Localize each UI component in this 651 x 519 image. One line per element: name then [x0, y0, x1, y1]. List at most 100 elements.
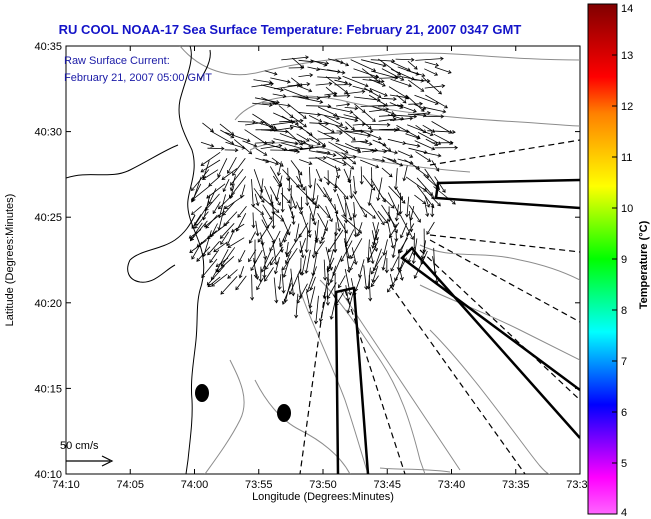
current-vector: [315, 295, 319, 324]
current-vector: [314, 230, 318, 243]
current-vector-head: [229, 195, 234, 200]
current-vector: [255, 141, 275, 144]
current-vector: [298, 85, 312, 92]
current-vector: [207, 276, 221, 288]
current-vector-head: [260, 199, 265, 203]
current-vector: [323, 132, 343, 134]
current-vector: [292, 211, 295, 225]
current-vector: [327, 106, 353, 113]
current-vector: [309, 213, 311, 233]
current-vector: [350, 59, 376, 72]
current-vector: [422, 240, 427, 259]
current-vector: [272, 175, 281, 187]
current-vector: [260, 145, 282, 149]
current-vector: [408, 147, 428, 154]
current-vector-head: [347, 178, 352, 183]
current-vector: [415, 124, 427, 133]
current-vector-head: [344, 89, 349, 94]
current-vector: [217, 158, 228, 177]
current-vector-head: [308, 310, 313, 315]
current-vector: [281, 56, 309, 61]
current-vector-head: [227, 244, 232, 248]
current-vector-head: [279, 87, 284, 92]
current-vector: [372, 106, 395, 115]
current-vector-head: [381, 221, 385, 226]
current-vector: [343, 238, 350, 259]
current-vector: [410, 206, 415, 221]
current-vector-head: [334, 210, 339, 215]
station-marker-2: [277, 404, 291, 422]
current-vector: [287, 167, 289, 181]
current-vector-head: [454, 145, 459, 150]
current-vector-head: [356, 147, 361, 151]
y-tick-label: 40:30: [34, 127, 62, 139]
current-vector-head: [283, 238, 287, 243]
current-vector: [191, 185, 211, 201]
current-vector: [367, 241, 379, 263]
current-vector-head: [273, 270, 278, 275]
current-vector-head: [316, 67, 321, 72]
current-vector: [332, 115, 358, 122]
current-vector: [351, 247, 357, 265]
current-vector-head: [294, 141, 299, 146]
current-vector: [312, 178, 316, 201]
current-vector: [372, 158, 385, 162]
current-vector: [372, 228, 380, 246]
current-vector-head: [405, 213, 410, 218]
current-vector-head: [367, 259, 371, 264]
current-vector-head: [306, 288, 311, 293]
colorbar-tick-label: 5: [621, 458, 627, 470]
current-vector-head: [413, 275, 418, 279]
current-vector-head: [307, 229, 312, 234]
current-vector-head: [376, 79, 381, 83]
current-vector: [390, 256, 399, 272]
current-vector: [316, 150, 331, 154]
current-vector: [256, 277, 264, 290]
current-vector-head: [449, 140, 454, 145]
current-vector-head: [430, 213, 435, 218]
current-vector: [229, 176, 247, 199]
current-vector: [424, 85, 445, 89]
current-vector: [312, 195, 319, 221]
current-vector-head: [374, 237, 379, 242]
current-vector-head: [300, 272, 305, 276]
current-vector-head: [381, 158, 386, 163]
current-vector: [319, 231, 327, 244]
current-vector: [279, 230, 288, 247]
current-vector-head: [281, 301, 286, 305]
radar-sector-lines: [299, 139, 580, 474]
current-vector-head: [401, 200, 406, 204]
current-vector-head: [367, 125, 372, 130]
current-vector: [298, 59, 314, 63]
current-vector: [398, 249, 400, 270]
current-vector-head: [410, 236, 414, 240]
current-vector: [387, 138, 406, 144]
current-vector-head: [222, 211, 227, 216]
current-vector: [252, 205, 264, 215]
current-vector-head: [248, 150, 253, 155]
current-vector-head: [344, 150, 349, 154]
current-vector-head: [333, 91, 338, 96]
current-vector-head: [377, 136, 382, 141]
current-vector-head: [251, 224, 256, 229]
current-vector-head: [314, 251, 319, 255]
current-vector: [200, 151, 221, 166]
current-vector-head: [344, 80, 349, 85]
current-vector: [336, 130, 364, 132]
current-vector: [434, 66, 452, 74]
current-vector-head: [342, 155, 347, 160]
current-vector: [316, 183, 327, 198]
current-vector: [318, 123, 335, 133]
current-vector: [273, 277, 277, 303]
current-vector-head: [259, 189, 264, 193]
current-vector: [208, 175, 221, 187]
current-vector-head: [431, 129, 436, 133]
current-vector: [227, 237, 245, 248]
current-vector-head: [323, 155, 327, 161]
current-vector: [349, 258, 356, 271]
current-vector-head: [191, 211, 195, 215]
current-vector: [377, 177, 383, 201]
current-vector: [387, 211, 398, 233]
legend-line-2: February 21, 2007 05:00 GMT: [64, 72, 212, 84]
current-vector: [326, 285, 329, 306]
